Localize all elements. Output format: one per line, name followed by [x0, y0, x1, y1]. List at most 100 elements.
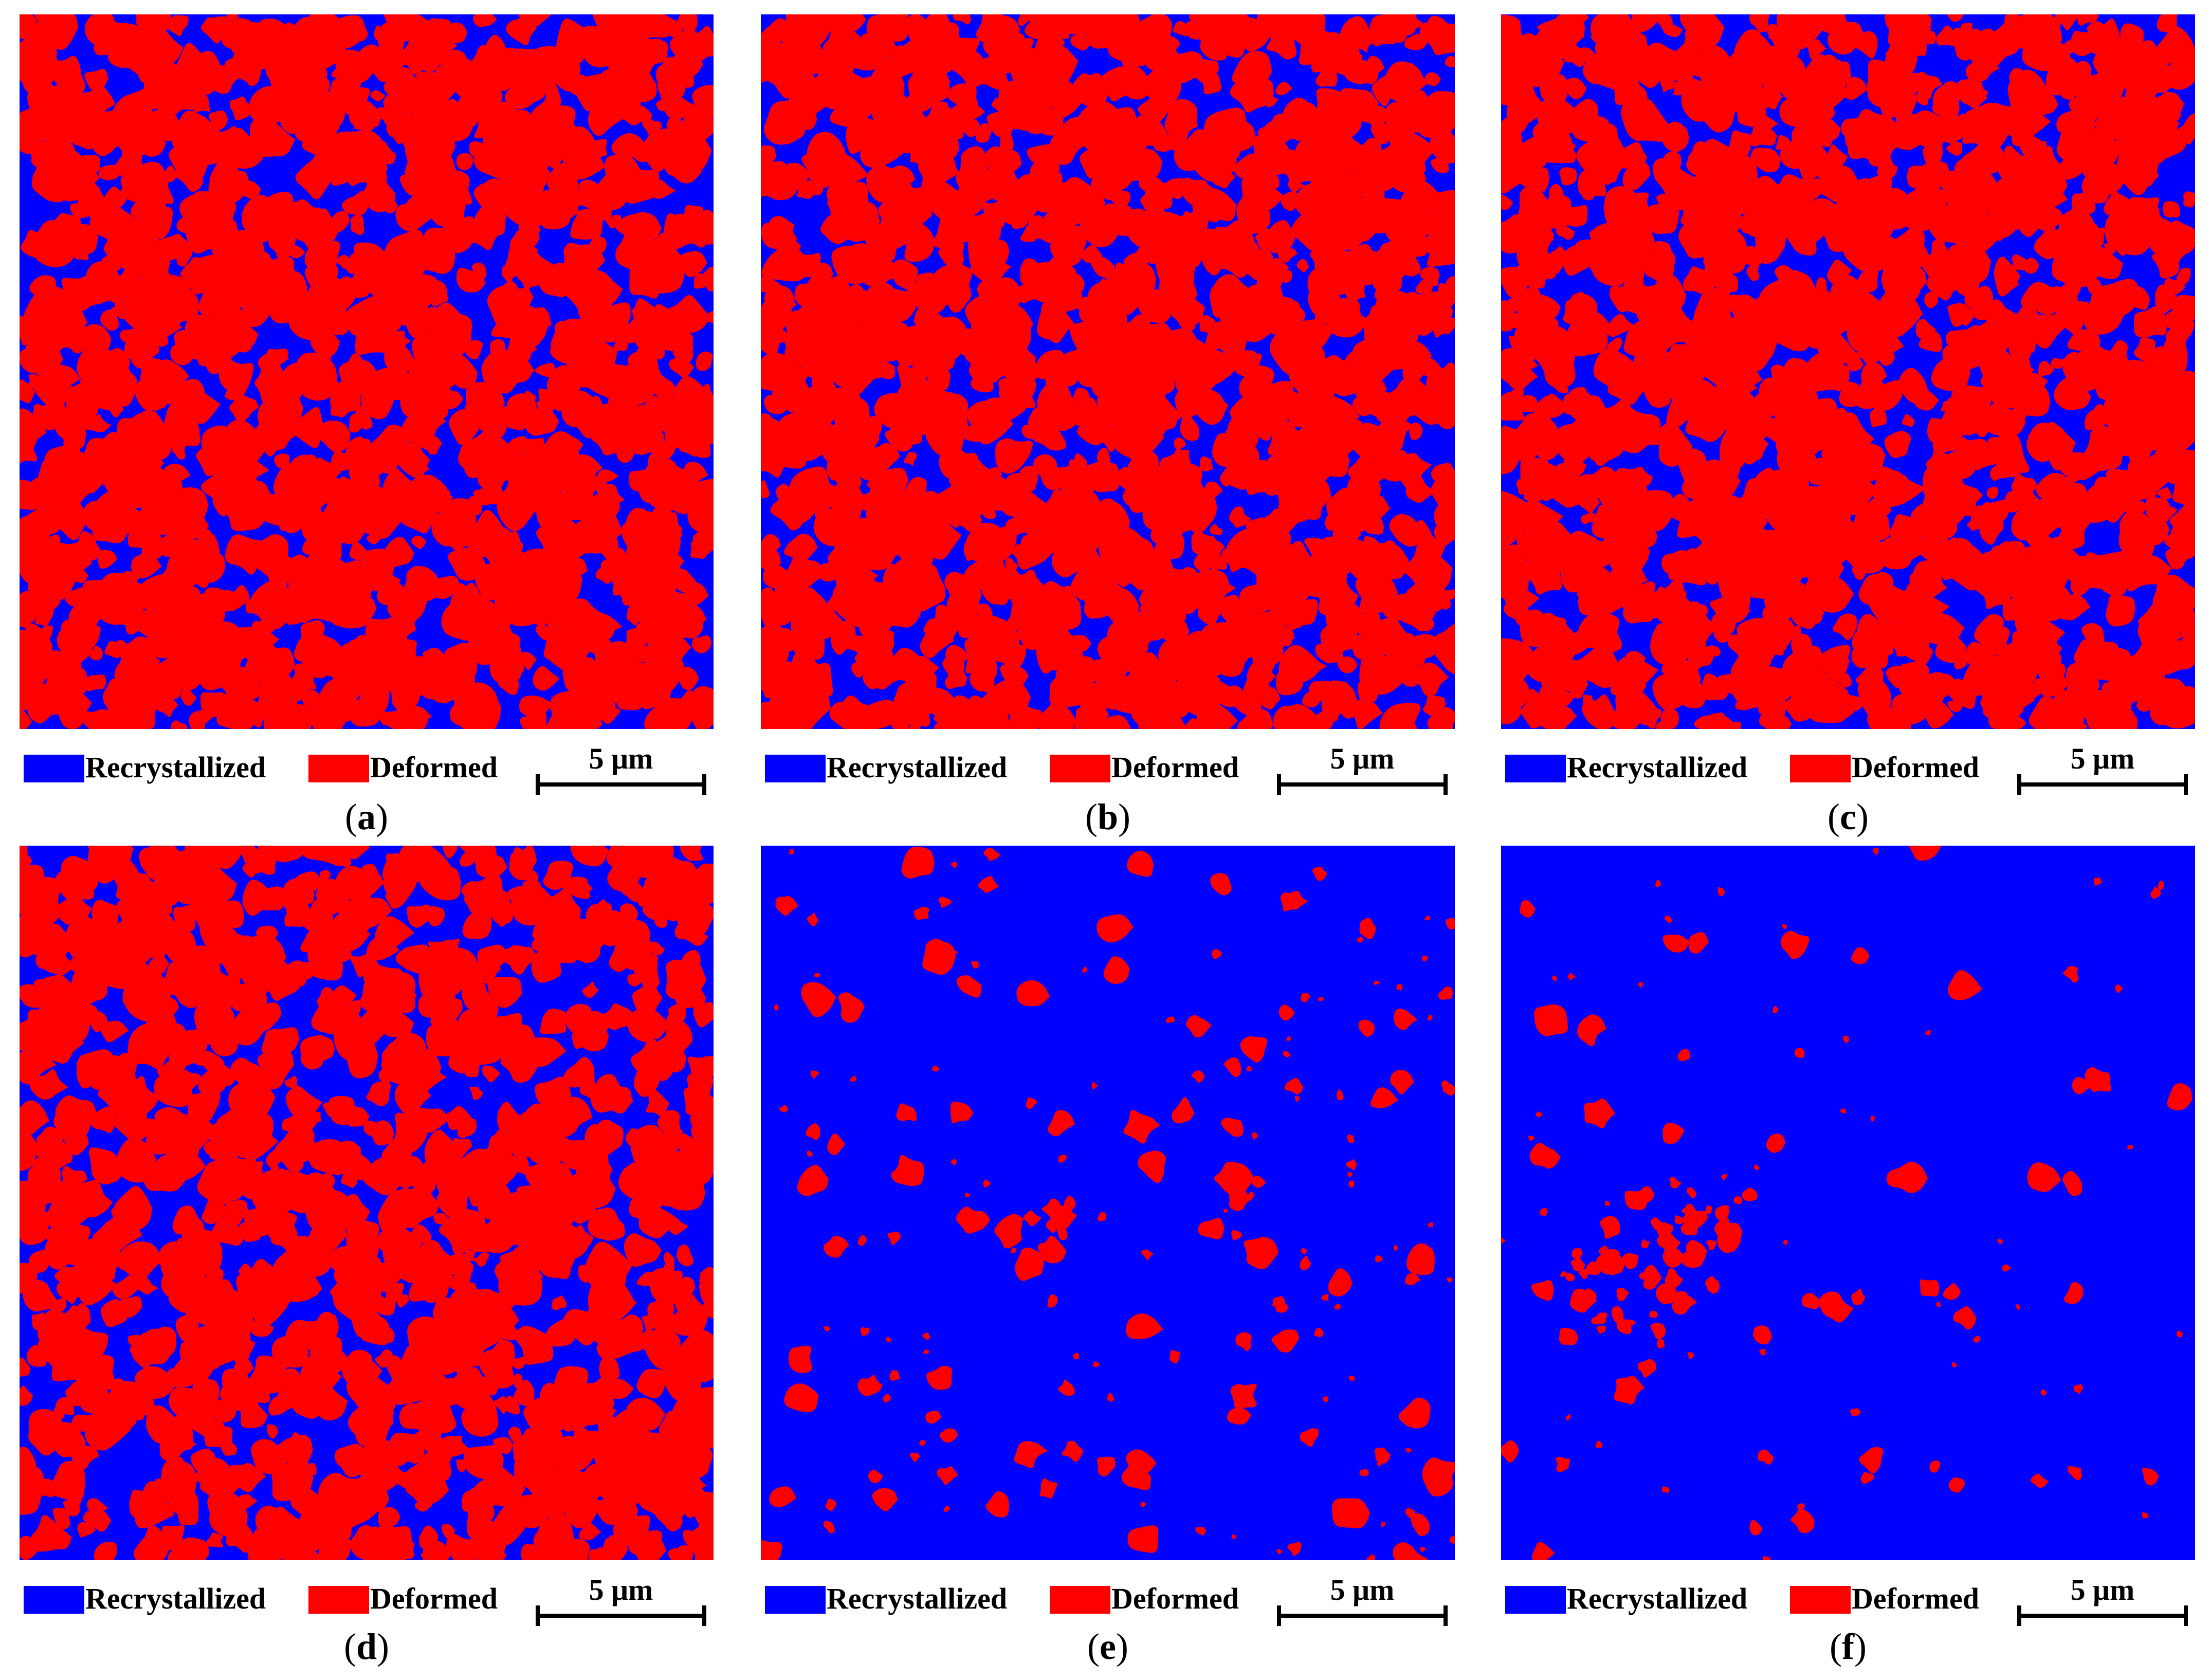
- deformed-grain: [1159, 271, 1195, 302]
- deformed-grain: [136, 14, 171, 37]
- deformed-grain: [85, 507, 109, 531]
- deformed-grain: [423, 129, 455, 163]
- deformed-grain: [547, 173, 564, 193]
- deformed-grain: [163, 402, 194, 450]
- deformed-grain: [20, 1357, 30, 1377]
- deformed-grain: [2034, 17, 2062, 48]
- deformed-grain: [450, 701, 480, 727]
- deformed-grain: [466, 81, 503, 115]
- deformed-grain: [2163, 686, 2195, 729]
- deformed-grain: [1886, 224, 1929, 269]
- caption-c: (c): [1745, 796, 1951, 838]
- deformed-grain: [1741, 52, 1777, 85]
- deformed-grain: [1700, 331, 1741, 364]
- deformed-grain: [2147, 454, 2164, 467]
- deformed-grain: [530, 552, 576, 592]
- deformed-grain: [827, 29, 851, 59]
- deformed-grain: [904, 452, 917, 466]
- deformed-grain: [1704, 139, 1732, 160]
- deformed-grain: [1718, 312, 1753, 348]
- deformed-grain: [55, 404, 93, 441]
- deformed-grain: [1122, 537, 1155, 567]
- deformed-grain: [114, 1110, 147, 1142]
- deformed-grain: [1695, 191, 1722, 217]
- deformed-grain: [2004, 714, 2026, 729]
- deformed-grain: [1764, 588, 1794, 614]
- deformed-grain: [2063, 267, 2078, 281]
- deformed-grain: [371, 140, 392, 162]
- deformed-grain: [1017, 174, 1043, 210]
- deformed-grain: [2149, 119, 2189, 161]
- deformed-grain: [1090, 257, 1116, 279]
- deformed-grain: [443, 1378, 469, 1406]
- deformed-grain: [1293, 319, 1332, 351]
- deformed-grain: [20, 479, 39, 510]
- deformed-grain: [1140, 583, 1182, 627]
- deformed-grain: [1331, 680, 1348, 696]
- deformed-grain: [596, 207, 612, 221]
- deformed-grain: [1111, 208, 1153, 236]
- deformed-grain: [2002, 158, 2025, 180]
- deformed-grain: [2182, 113, 2195, 132]
- deformed-grain: [1919, 190, 1949, 224]
- deformed-grain: [689, 40, 712, 62]
- deformed-grain: [1027, 14, 1043, 24]
- deformed-grain: [1594, 578, 1619, 604]
- deformed-grain: [1537, 261, 1550, 277]
- deformed-grain: [679, 251, 707, 277]
- deformed-grain: [1692, 78, 1740, 121]
- deformed-grain: [1901, 663, 1922, 683]
- deformed-grain: [1218, 14, 1249, 58]
- deformed-grain: [1262, 234, 1283, 253]
- deformed-grain: [1629, 192, 1649, 214]
- deformed-grain: [1097, 380, 1131, 412]
- deformed-grain: [1430, 156, 1449, 173]
- deformed-grain: [138, 129, 167, 157]
- deformed-grain: [133, 601, 189, 640]
- deformed-grain: [1751, 628, 1778, 655]
- deformed-grain: [466, 381, 505, 427]
- deformed-grain: [620, 903, 638, 922]
- deformed-grain: [1179, 482, 1209, 510]
- deformed-grain: [268, 287, 322, 324]
- deformed-grain: [469, 141, 488, 157]
- deformed-grain: [145, 671, 166, 699]
- deformed-grain: [1369, 105, 1387, 129]
- deformed-grain: [234, 519, 250, 531]
- deformed-grain: [221, 353, 233, 370]
- panel-c: Recrystallized Deformed 5 μm: [1501, 14, 2195, 796]
- deformed-grain: [1374, 334, 1415, 364]
- deformed-grain: [1262, 94, 1278, 107]
- deformed-grain: [951, 466, 983, 494]
- deformed-grain: [1779, 97, 1817, 128]
- deformed-grain: [596, 484, 618, 503]
- deformed-grain: [1431, 624, 1455, 659]
- deformed-grain: [2106, 594, 2135, 627]
- deformed-grain: [1769, 52, 1807, 99]
- deformed-grain: [1194, 549, 1213, 573]
- deformed-grain: [1185, 630, 1231, 666]
- deformed-grain: [46, 56, 85, 97]
- deformed-grain: [553, 19, 589, 65]
- deformed-grain: [1576, 239, 1591, 253]
- deformed-grain: [1372, 450, 1410, 482]
- deformed-grain: [776, 484, 801, 512]
- deformed-grain: [1400, 665, 1420, 687]
- deformed-grain: [1501, 126, 1522, 171]
- deformed-grain: [827, 590, 849, 612]
- deformed-grain: [1858, 243, 1878, 261]
- deformed-grain: [1748, 528, 1778, 560]
- deformed-grain: [153, 628, 170, 643]
- deformed-grain: [2085, 409, 2106, 431]
- deformed-grain: [2169, 499, 2195, 537]
- deformed-grain: [289, 407, 324, 448]
- deformed-grain: [59, 386, 76, 401]
- deformed-grain: [1935, 632, 1966, 663]
- deformed-grain: [1579, 616, 1606, 649]
- deformed-grain: [1829, 364, 1850, 391]
- deformed-grain: [790, 690, 831, 729]
- deformed-grain: [2064, 707, 2084, 728]
- deformed-grain: [247, 426, 272, 448]
- deformed-grain: [502, 501, 519, 515]
- deformed-grain: [657, 413, 677, 436]
